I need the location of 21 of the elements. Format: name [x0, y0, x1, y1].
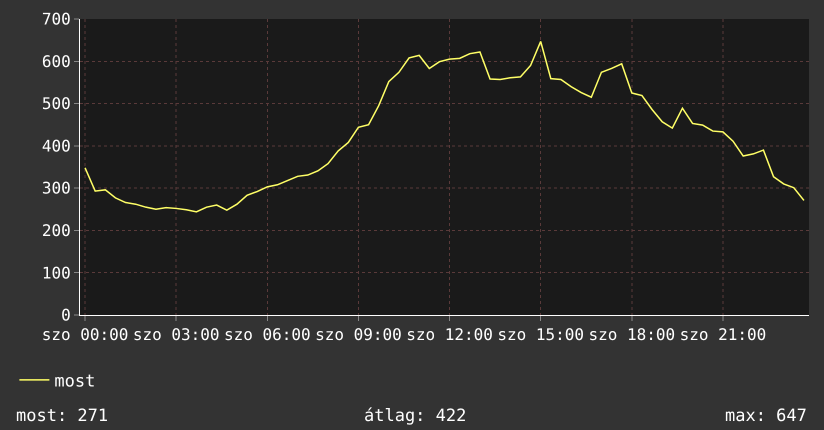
x-tick-label: szo 21:00 — [680, 325, 766, 344]
x-tick-label: szo 06:00 — [224, 325, 311, 344]
x-tick-label: szo 00:00 — [42, 325, 128, 344]
y-tick-label: 200 — [42, 221, 71, 240]
text: most: 271 — [16, 406, 108, 426]
x-tick-label: szo 12:00 — [406, 325, 493, 344]
x-tick-label: szo 18:00 — [588, 325, 676, 344]
y-tick-label: 100 — [42, 263, 71, 282]
y-tick-label: 300 — [42, 178, 71, 198]
y-tick-label: 400 — [42, 136, 71, 156]
y-tick-label: 0 — [61, 306, 71, 325]
x-tick-label: szo 15:00 — [497, 325, 584, 344]
text: átlag: 422 — [364, 406, 466, 426]
legend-label: most — [54, 372, 96, 392]
line-series — [84, 40, 805, 213]
y-tick-label: 700 — [42, 10, 71, 29]
x-tick-label: szo 03:00 — [132, 325, 220, 344]
x-tick-label: szo 09:00 — [315, 325, 402, 344]
y-tick-label: 500 — [42, 94, 71, 114]
y-tick-label: 600 — [42, 52, 71, 71]
text: max: 647 — [725, 406, 807, 426]
